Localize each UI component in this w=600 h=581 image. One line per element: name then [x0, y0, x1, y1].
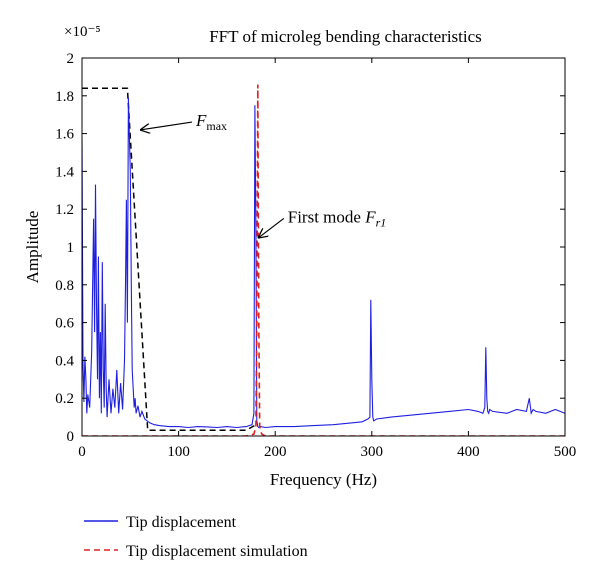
- annotation-label: Fmax: [195, 111, 227, 133]
- plot-area: [82, 84, 565, 436]
- legend: Tip displacement Tip displacement simula…: [84, 514, 308, 560]
- x-tick-label: 500: [554, 444, 577, 460]
- y-tick-label: 0.2: [55, 391, 74, 407]
- y-exponent-label: ×10⁻⁵: [64, 24, 101, 40]
- series-line-tip-displacement: [82, 97, 565, 429]
- annotation-arrow: [141, 121, 193, 130]
- legend-label-tip-displacement: Tip displacement: [126, 514, 237, 531]
- x-tick-label: 400: [457, 444, 480, 460]
- x-tick-label: 100: [167, 444, 190, 460]
- annotations: Fmax First mode Fr1: [141, 111, 386, 238]
- y-tick-label: 1.6: [55, 127, 74, 143]
- x-tick-label: 200: [264, 444, 287, 460]
- y-tick-label: 1: [67, 240, 75, 256]
- y-tick-label: 1.2: [55, 202, 74, 218]
- axes: 0 100 200 300 400 500 0 0.2 0.4 0.6 0.8 1 1.2 1.4 1.6 1…: [55, 51, 576, 460]
- x-tick-label: 0: [78, 444, 86, 460]
- x-tick-label: 300: [361, 444, 384, 460]
- annotation-label: First mode Fr1: [288, 207, 387, 229]
- envelope-line: [82, 87, 257, 432]
- chart-title: FFT of microleg bending characteristics: [209, 27, 482, 46]
- axes-frame: [81, 57, 566, 437]
- y-tick-label: 0: [67, 429, 75, 445]
- y-tick-label: 0.4: [55, 353, 74, 369]
- y-tick-label: 0.6: [55, 316, 74, 332]
- y-tick-label: 1.8: [55, 89, 74, 105]
- series-line-tip-displacement-simulation: [82, 84, 565, 436]
- y-tick-label: 1.4: [55, 164, 74, 180]
- x-axis-label: Frequency (Hz): [270, 470, 377, 489]
- y-tick-label: 2: [67, 51, 75, 67]
- y-axis-label: Amplitude: [23, 211, 42, 284]
- y-tick-label: 0.8: [55, 278, 74, 294]
- annotation-arrow: [259, 217, 285, 237]
- legend-label-tip-displacement-simulation: Tip displacement simulation: [126, 543, 308, 560]
